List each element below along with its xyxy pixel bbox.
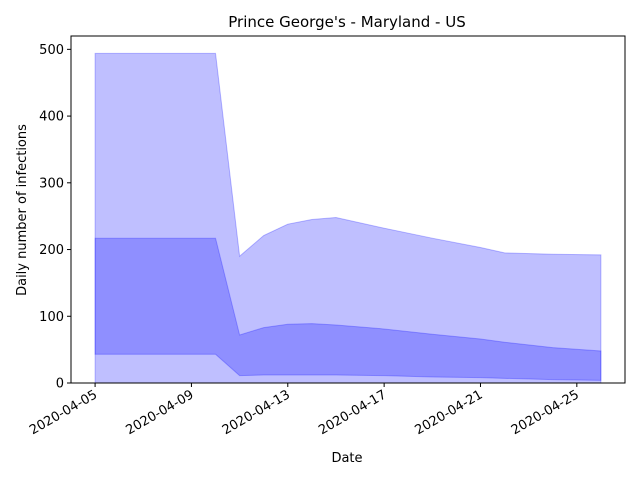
y-axis-label: Daily number of infections [15, 124, 30, 296]
y-tick-label: 200 [39, 243, 64, 258]
y-tick-label: 500 [39, 43, 64, 58]
y-tick-label: 400 [39, 110, 64, 125]
x-axis-label: Date [331, 451, 362, 466]
y-tick-label: 100 [39, 310, 64, 325]
plot-frame [70, 35, 626, 384]
y-tick-label: 300 [39, 176, 64, 191]
chart-title: Prince George's - Maryland - US [228, 13, 465, 31]
band-1 [94, 237, 602, 381]
y-tick-label: 0 [56, 377, 64, 392]
